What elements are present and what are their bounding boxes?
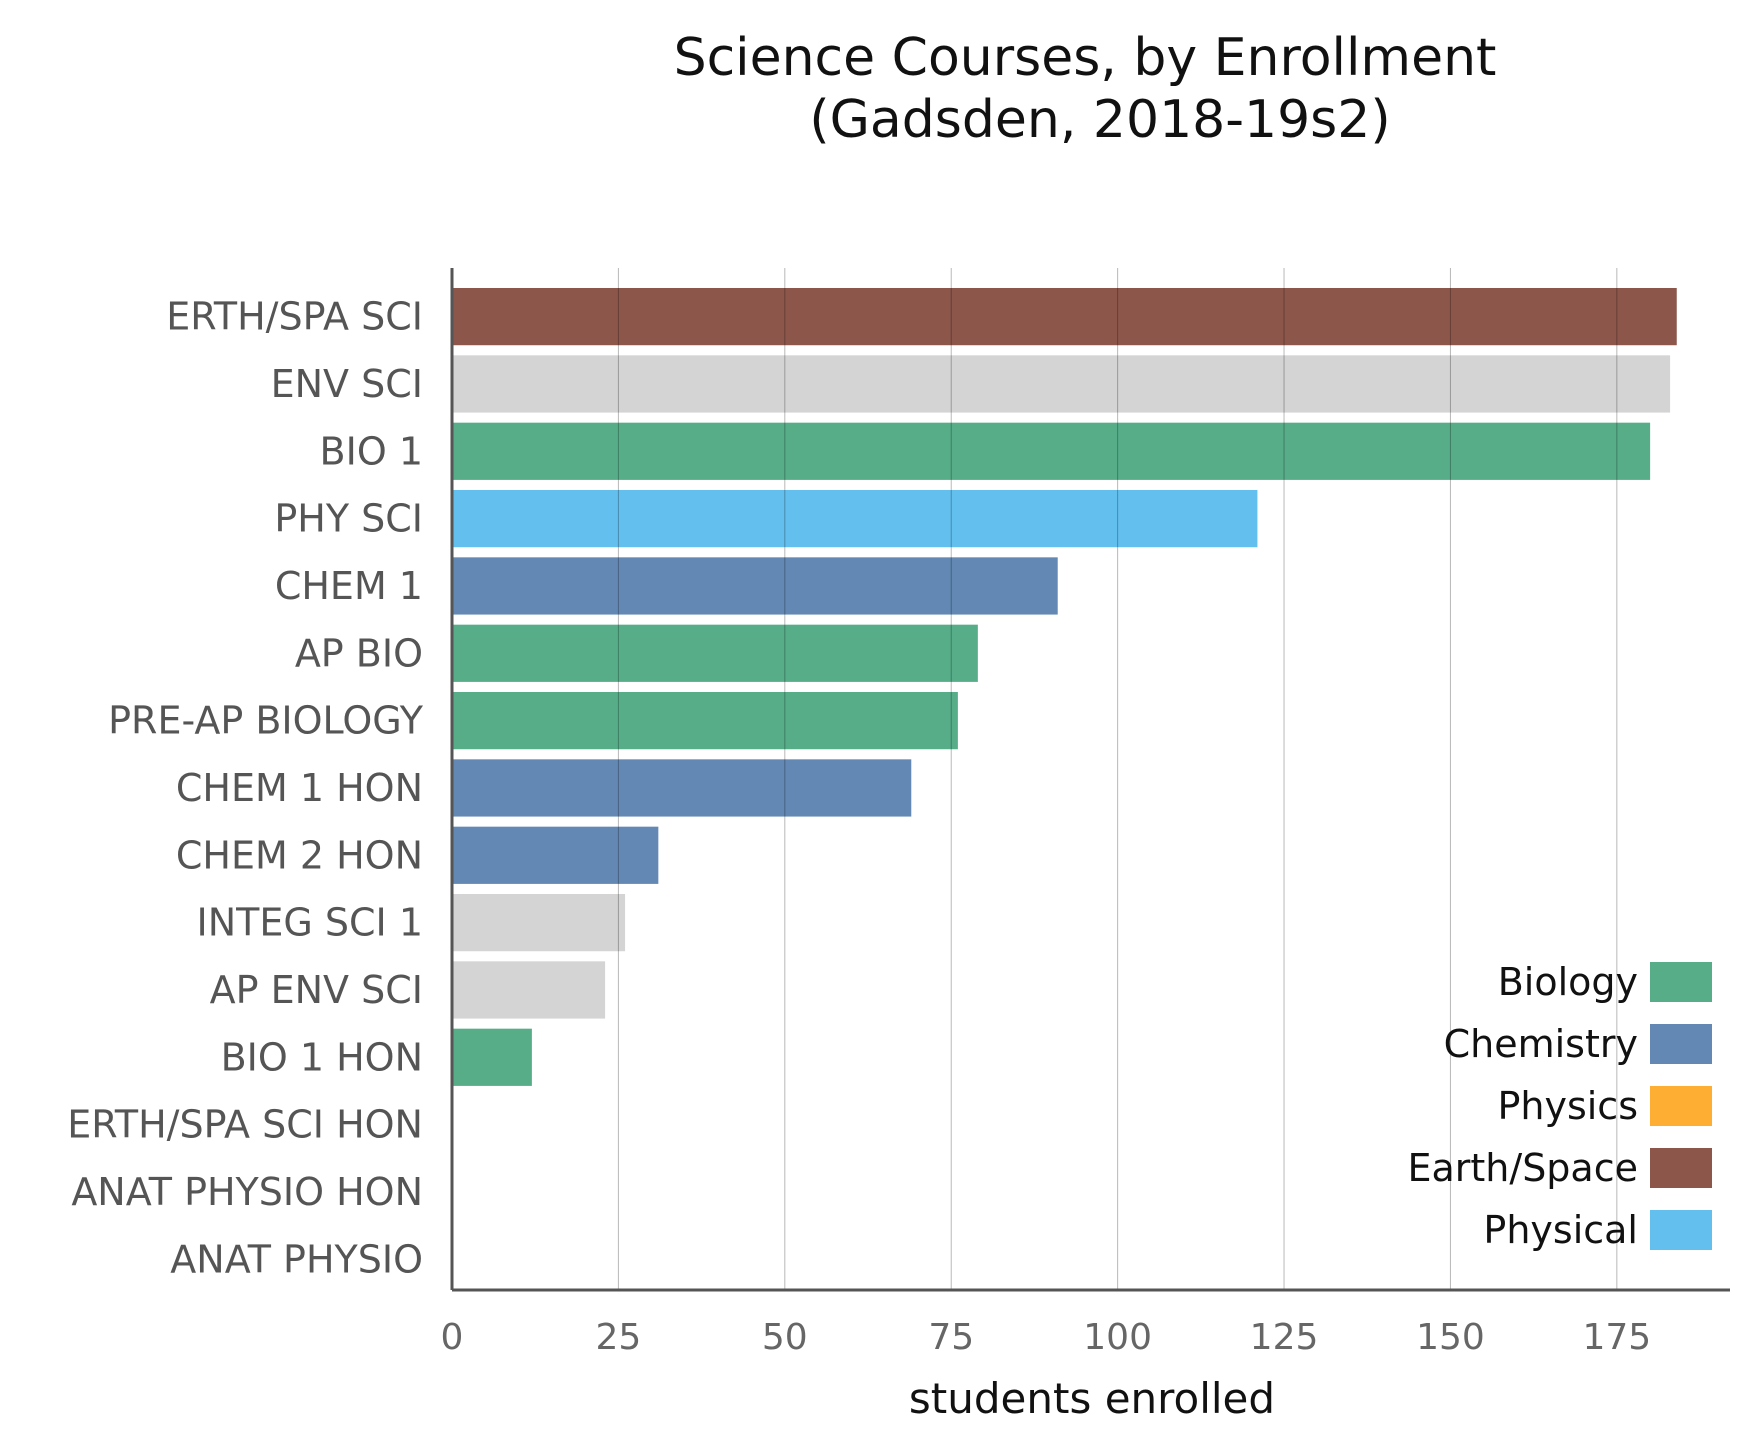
category-label: ANAT PHYSIO: [170, 1237, 423, 1281]
legend-swatch: [1650, 1086, 1712, 1126]
bar-3: [452, 490, 1258, 548]
bar-10: [452, 961, 606, 1019]
category-label: ERTH/SPA SCI: [166, 295, 423, 339]
bar-11: [452, 1028, 532, 1086]
bar-5: [452, 624, 978, 682]
category-label: ERTH/SPA SCI HON: [67, 1103, 423, 1147]
category-label: CHEM 2 HON: [176, 833, 423, 877]
bar-2: [452, 422, 1651, 480]
category-label: AP ENV SCI: [210, 968, 423, 1012]
legend: Biology Chemistry Physics Earth/Space Physic…: [1407, 960, 1712, 1252]
bar-4: [452, 557, 1058, 615]
category-label: CHEM 1: [275, 564, 423, 608]
bar-6: [452, 692, 958, 750]
bars: [452, 288, 1677, 1086]
gridlines: [617, 268, 1618, 1290]
x-tick-label: 175: [1582, 1317, 1651, 1358]
legend-label: Chemistry: [1444, 1022, 1638, 1066]
legend-label: Biology: [1498, 960, 1638, 1004]
x-tick-label: 50: [762, 1317, 808, 1358]
x-axis-label: students enrolled: [909, 1374, 1275, 1423]
category-label: PRE-AP BIOLOGY: [108, 699, 424, 743]
chart-subtitle: (Gadsden, 2018-19s2): [809, 90, 1390, 150]
x-tick-label: 25: [596, 1317, 642, 1358]
x-tick-label: 150: [1416, 1317, 1485, 1358]
bar-7: [452, 759, 912, 817]
bar-9: [452, 894, 626, 952]
legend-label: Physics: [1497, 1084, 1638, 1128]
category-label: BIO 1 HON: [221, 1035, 423, 1079]
x-tick-label: 0: [441, 1317, 464, 1358]
category-label: CHEM 1 HON: [176, 766, 423, 810]
category-label: AP BIO: [295, 631, 423, 675]
chart-title: Science Courses, by Enrollment: [674, 28, 1497, 88]
x-tick-label: 125: [1250, 1317, 1319, 1358]
category-label: ANAT PHYSIO HON: [71, 1170, 423, 1214]
category-label: INTEG SCI 1: [197, 901, 424, 945]
legend-swatch: [1650, 1148, 1712, 1188]
legend-swatch: [1650, 962, 1712, 1002]
legend-label: Earth/Space: [1407, 1146, 1638, 1190]
x-tick-label: 75: [928, 1317, 974, 1358]
x-tick-label: 100: [1083, 1317, 1152, 1358]
category-label: BIO 1: [320, 429, 423, 473]
x-tick-labels: 0 25 50 75 100 125 150 175: [441, 1317, 1652, 1358]
legend-swatch: [1650, 1024, 1712, 1064]
category-labels: ERTH/SPA SCI ENV SCI BIO 1 PHY SCI CHEM 1 AP …: [67, 295, 424, 1282]
bar-1: [452, 355, 1671, 413]
category-label: PHY SCI: [274, 497, 423, 541]
bar-8: [452, 826, 659, 884]
bar-0: [452, 288, 1677, 346]
legend-swatch: [1650, 1210, 1712, 1250]
category-label: ENV SCI: [271, 362, 423, 406]
legend-label: Physical: [1483, 1208, 1638, 1252]
